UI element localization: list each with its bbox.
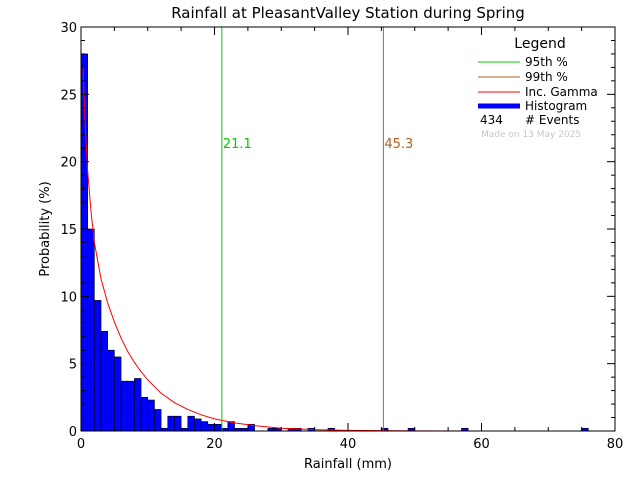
axis-ticks: 0 20 40 60 80 0 5 10 15 20 25 30 <box>60 21 623 452</box>
y-tick-label: 15 <box>60 223 77 238</box>
histogram-bar <box>154 409 162 432</box>
legend-label-gamma: Inc. Gamma <box>525 85 598 99</box>
y-tick-label: 25 <box>60 88 77 103</box>
percentile-lines: 21.1 45.3 <box>221 27 413 431</box>
histogram-bar <box>167 415 175 432</box>
histogram-bar <box>94 300 102 432</box>
y-axis-label: Probability (%) <box>38 181 53 276</box>
x-tick-label: 40 <box>340 437 357 452</box>
x-tick-label: 0 <box>77 437 85 452</box>
histogram-bar <box>187 415 195 432</box>
y-tick-label: 20 <box>60 156 77 171</box>
y-tick-label: 0 <box>69 425 77 440</box>
legend-label-histogram: Histogram <box>525 99 587 113</box>
legend-label-95th: 95th % <box>525 55 568 69</box>
percentile-95th-value: 21.1 <box>223 137 252 152</box>
gamma-curve-layer <box>82 67 615 432</box>
y-tick-label: 30 <box>60 21 77 36</box>
legend-events-label: # Events <box>525 113 580 127</box>
histogram-bar <box>207 423 215 432</box>
made-on-note: Made on 13 May 2025 <box>481 130 581 140</box>
x-axis-label: Rainfall (mm) <box>304 457 392 472</box>
histogram-bar <box>127 380 135 432</box>
x-tick-label: 60 <box>473 437 490 452</box>
legend: Legend 95th % 99th % Inc. Gamma Histogra… <box>478 36 598 140</box>
histogram-bar <box>100 331 109 432</box>
histogram-bar <box>147 399 155 432</box>
histogram-bar <box>120 380 129 432</box>
x-tick-label: 80 <box>607 437 624 452</box>
histogram-bar <box>107 349 115 432</box>
histogram-bar <box>134 378 142 432</box>
legend-title: Legend <box>514 36 565 52</box>
percentile-99th-value: 45.3 <box>384 137 413 152</box>
histogram-bar <box>200 421 209 432</box>
legend-events-count: 434 <box>480 113 503 127</box>
y-tick-label: 5 <box>69 358 77 373</box>
legend-label-99th: 99th % <box>525 70 568 84</box>
chart-title: Rainfall at PleasantValley Station durin… <box>171 4 525 22</box>
x-tick-label: 20 <box>206 437 223 452</box>
histogram-bar <box>114 356 122 432</box>
histogram-bar <box>194 418 202 432</box>
histogram-bar <box>140 397 149 432</box>
gamma-curve <box>82 67 615 432</box>
histogram-bar <box>87 228 95 432</box>
histogram-bar <box>214 423 222 432</box>
y-tick-label: 10 <box>60 290 77 305</box>
histogram-bar <box>174 415 182 432</box>
